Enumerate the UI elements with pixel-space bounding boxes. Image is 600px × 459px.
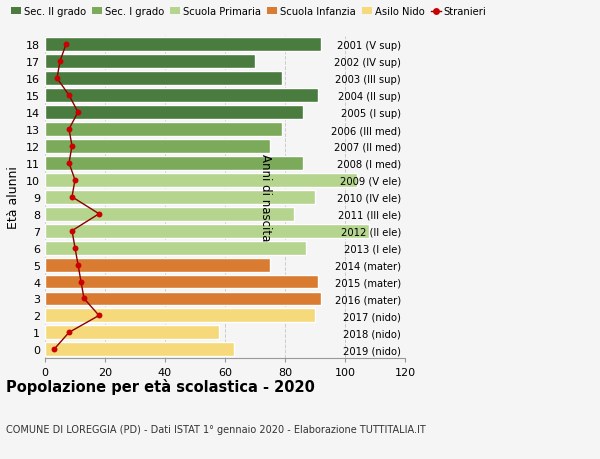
Bar — [45, 106, 303, 120]
Bar — [45, 224, 369, 238]
Text: Popolazione per età scolastica - 2020: Popolazione per età scolastica - 2020 — [6, 379, 315, 395]
Point — [94, 211, 104, 218]
Point — [64, 329, 74, 336]
Point — [67, 143, 77, 150]
Point — [49, 346, 59, 353]
Bar — [45, 174, 357, 187]
Bar — [45, 309, 315, 323]
Bar — [45, 55, 255, 69]
Point — [79, 295, 89, 302]
Point — [70, 245, 80, 252]
Text: COMUNE DI LOREGGIA (PD) - Dati ISTAT 1° gennaio 2020 - Elaborazione TUTTITALIA.I: COMUNE DI LOREGGIA (PD) - Dati ISTAT 1° … — [6, 425, 426, 435]
Bar — [45, 123, 282, 137]
Point — [61, 41, 71, 49]
Point — [76, 278, 86, 285]
Bar — [45, 72, 282, 86]
Point — [64, 160, 74, 167]
Bar — [45, 258, 270, 272]
Point — [94, 312, 104, 319]
Bar — [45, 241, 306, 255]
Bar — [45, 38, 321, 52]
Point — [52, 75, 62, 83]
Y-axis label: Età alunni: Età alunni — [7, 166, 20, 229]
Point — [64, 126, 74, 134]
Point — [64, 92, 74, 100]
Bar — [45, 89, 318, 103]
Point — [55, 58, 65, 66]
Bar — [45, 157, 303, 170]
Bar — [45, 190, 315, 204]
Bar — [45, 292, 321, 306]
Bar — [45, 326, 219, 340]
Point — [73, 261, 83, 269]
Point — [73, 109, 83, 117]
Y-axis label: Anni di nascita: Anni di nascita — [259, 154, 272, 241]
Point — [67, 228, 77, 235]
Legend: Sec. II grado, Sec. I grado, Scuola Primaria, Scuola Infanzia, Asilo Nido, Stran: Sec. II grado, Sec. I grado, Scuola Prim… — [11, 7, 487, 17]
Bar — [45, 207, 294, 221]
Bar — [45, 140, 270, 154]
Bar — [45, 275, 318, 289]
Bar — [45, 342, 234, 357]
Point — [67, 194, 77, 201]
Point — [70, 177, 80, 184]
